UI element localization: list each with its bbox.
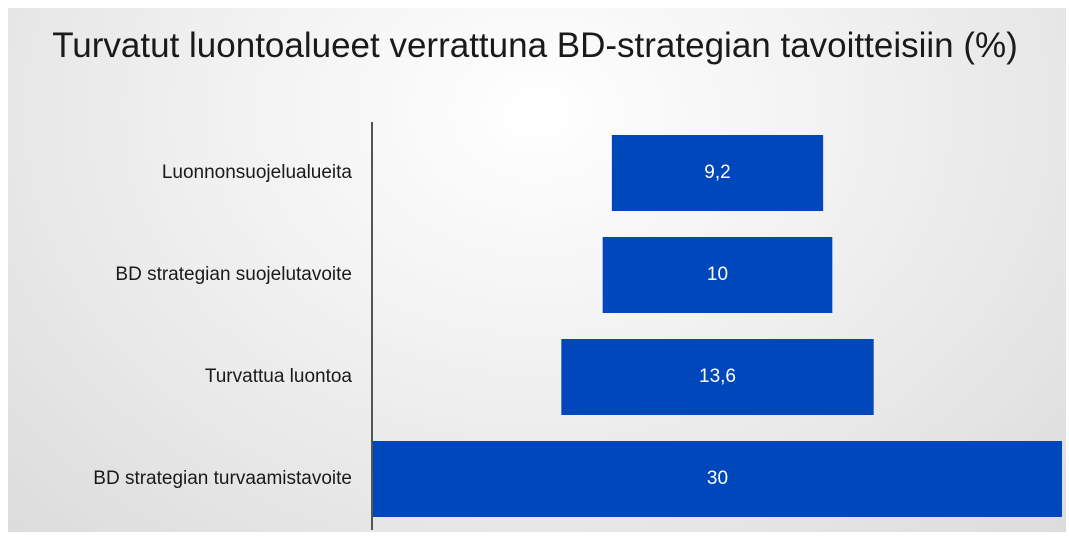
data-label: 9,2	[704, 162, 730, 183]
bar	[611, 135, 824, 211]
bar	[602, 237, 833, 313]
category-label: BD strategian suojelutavoite	[115, 264, 352, 285]
category-label: Turvattua luontoa	[205, 366, 353, 387]
chart-title: Turvatut luontoalueet verrattuna BD-stra…	[52, 26, 1018, 65]
data-label: 10	[707, 264, 728, 285]
data-label: 30	[707, 468, 728, 489]
category-label: Luonnonsuojelualueita	[162, 162, 353, 183]
bar	[561, 339, 874, 415]
bar	[373, 441, 1062, 517]
data-label: 13,6	[699, 366, 736, 387]
category-label: BD strategian turvaamistavoite	[93, 468, 352, 489]
